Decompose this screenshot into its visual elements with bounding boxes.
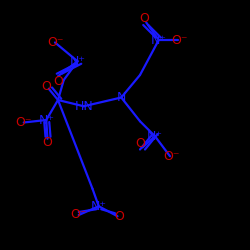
Text: O: O <box>53 75 63 88</box>
Text: HN: HN <box>74 100 93 113</box>
Text: O⁻: O⁻ <box>163 150 180 163</box>
Text: O⁻: O⁻ <box>47 36 63 49</box>
Text: N⁺: N⁺ <box>147 130 163 143</box>
Text: N⁺: N⁺ <box>151 34 167 46</box>
Text: O: O <box>114 210 124 223</box>
Text: O⁻: O⁻ <box>172 34 188 46</box>
Text: N⁺: N⁺ <box>91 200 107 213</box>
Text: O⁻: O⁻ <box>16 116 32 129</box>
Text: N⁺: N⁺ <box>70 55 86 68</box>
Text: O⁻: O⁻ <box>70 208 87 222</box>
Text: O: O <box>135 137 145 150</box>
Text: O: O <box>41 80 51 93</box>
Text: O: O <box>139 12 149 25</box>
Text: N: N <box>116 91 126 104</box>
Text: N⁺: N⁺ <box>38 114 54 126</box>
Text: O: O <box>42 136 52 149</box>
